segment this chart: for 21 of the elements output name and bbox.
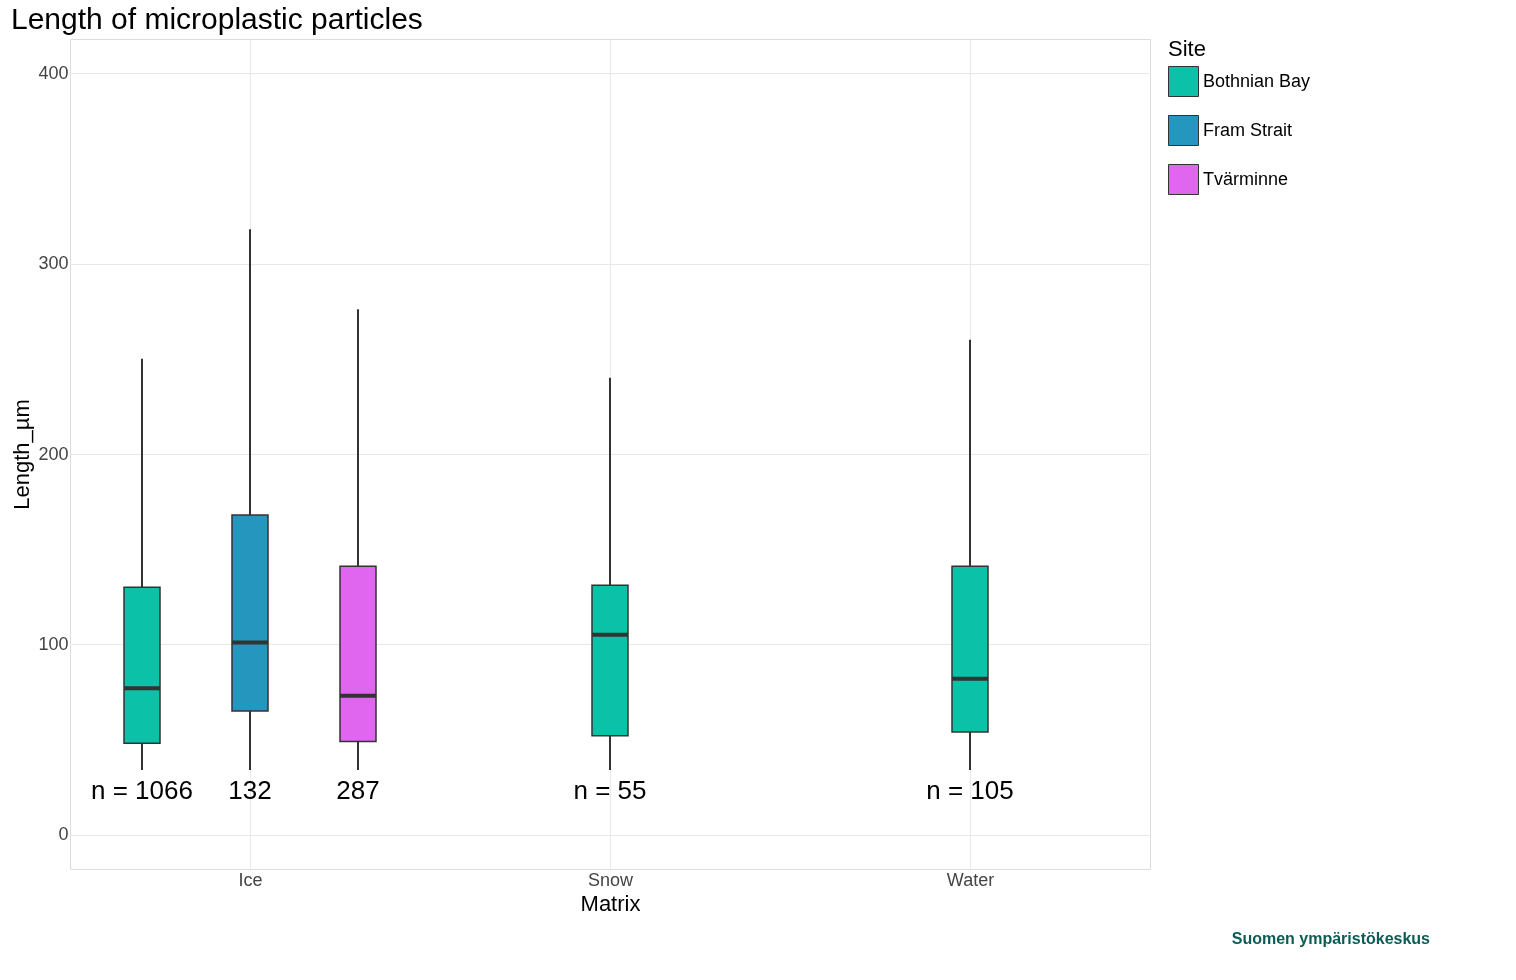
chart-title: Length of microplastic particles xyxy=(10,2,423,35)
annotation: n = 1066 xyxy=(91,775,193,806)
y-tick-label: 100 xyxy=(38,633,69,654)
legend-label: Tvärminne xyxy=(1203,168,1289,189)
annotation: 287 xyxy=(336,775,380,806)
text: Suomen ympäristökeskus xyxy=(1231,930,1431,947)
y-tick-label: 200 xyxy=(38,443,69,464)
y-axis-title: Length_µm xyxy=(9,399,35,510)
x-axis-title: Matrix xyxy=(580,890,641,916)
annotation: 132 xyxy=(228,775,272,806)
legend-label: Fram Strait xyxy=(1203,119,1293,140)
y-tick-label: 300 xyxy=(38,253,69,274)
y-tick-label: 400 xyxy=(38,62,69,83)
annotation: n = 105 xyxy=(926,775,1014,806)
legend-label: Bothnian Bay xyxy=(1203,70,1311,91)
y-tick-label: 0 xyxy=(58,824,69,845)
legend-title: Site xyxy=(1168,36,1206,61)
x-tick-label: Water xyxy=(946,869,995,890)
x-tick-label: Ice xyxy=(238,869,263,890)
annotation: n = 55 xyxy=(573,775,647,806)
x-tick-label: Snow xyxy=(587,869,635,890)
